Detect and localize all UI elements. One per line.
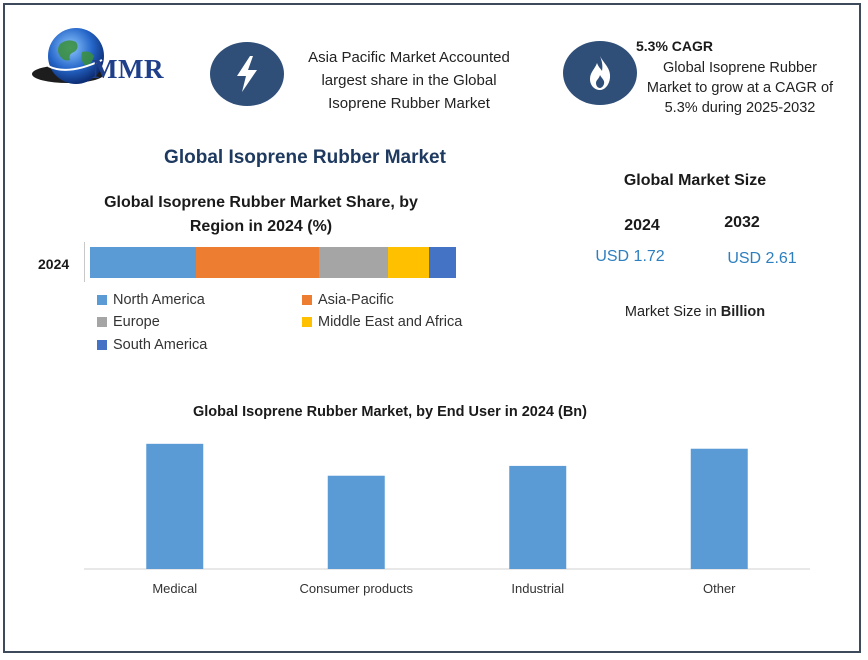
main-title: Global Isoprene Rubber Market (164, 147, 446, 168)
mmr-logo (30, 22, 200, 102)
share-chart-title: Global Isoprene Rubber Market Share, by … (76, 191, 446, 239)
legend-item: North America (97, 292, 205, 308)
legend-swatch (302, 317, 312, 327)
cagr-title: 5.3% CAGR (636, 38, 714, 54)
stack-segment-asia-pacific (196, 247, 319, 278)
legend-item: Middle East and Africa (302, 314, 462, 330)
x-tick-label: Industrial (511, 581, 564, 596)
bar-industrial (509, 465, 567, 569)
stack-segment-europe (318, 247, 389, 278)
market-size-unit-note: Market Size in Billion (585, 304, 805, 320)
unit-note-prefix: Market Size in (624, 304, 721, 320)
stacked-bar-2024 (90, 247, 456, 278)
legend-label: South America (113, 337, 208, 353)
stack-segment-middle-east-and-africa (388, 247, 429, 278)
unit-note-bold: Billion (720, 304, 766, 320)
year-2032-label: 2032 (724, 214, 760, 231)
info-line: Asia Pacific Market Accounted (308, 49, 510, 66)
bar-medical (146, 443, 204, 569)
legend-label: Asia-Pacific (318, 292, 394, 308)
legend-item: Europe (97, 314, 160, 330)
asia-pacific-info-text: Asia Pacific Market Accounted largest sh… (284, 46, 534, 115)
legend-swatch (302, 295, 312, 305)
stack-segment-south-america (428, 247, 456, 278)
x-tick-label: Consumer products (300, 581, 414, 596)
lightning-bolt-icon (210, 42, 284, 106)
cagr-line: Global Isoprene Rubber (663, 60, 817, 76)
info-line: Isoprene Rubber Market (328, 95, 490, 112)
bar-consumer-products (327, 475, 385, 569)
legend-item: South America (97, 337, 207, 353)
globe-logo-icon (32, 28, 104, 84)
cagr-line: 5.3% during 2025-2032 (664, 100, 816, 116)
market-size-title: Global Market Size (623, 172, 767, 189)
value-2032: USD 2.61 (727, 250, 797, 267)
legend-swatch (97, 340, 107, 350)
stack-segment-north-america (90, 247, 197, 278)
legend-swatch (97, 317, 107, 327)
infographic-frame (3, 3, 861, 653)
bar-other (690, 448, 748, 569)
value-2024: USD 1.72 (595, 248, 665, 265)
info-line: largest share in the Global (321, 72, 497, 89)
year-2024-label: 2024 (624, 217, 660, 234)
x-tick-label: Medical (152, 581, 197, 596)
end-user-chart-title: Global Isoprene Rubber Market, by End Us… (192, 404, 587, 420)
legend-swatch (97, 295, 107, 305)
share-title-line: Global Isoprene Rubber Market Share, by (104, 194, 418, 211)
legend-label: North America (113, 292, 205, 308)
legend-label: Middle East and Africa (318, 314, 463, 330)
share-title-line: Region in 2024 (%) (189, 218, 333, 235)
legend-item: Asia-Pacific (302, 292, 394, 308)
x-tick-label: Other (703, 581, 736, 596)
cagr-description: Global Isoprene Rubber Market to grow at… (630, 58, 850, 118)
logo-text: MMR (92, 54, 164, 84)
legend-label: Europe (113, 314, 160, 330)
flame-icon (563, 41, 637, 105)
cagr-line: Market to grow at a CAGR of (646, 80, 834, 96)
share-axis-line (84, 242, 85, 282)
share-category-label: 2024 (38, 256, 70, 272)
